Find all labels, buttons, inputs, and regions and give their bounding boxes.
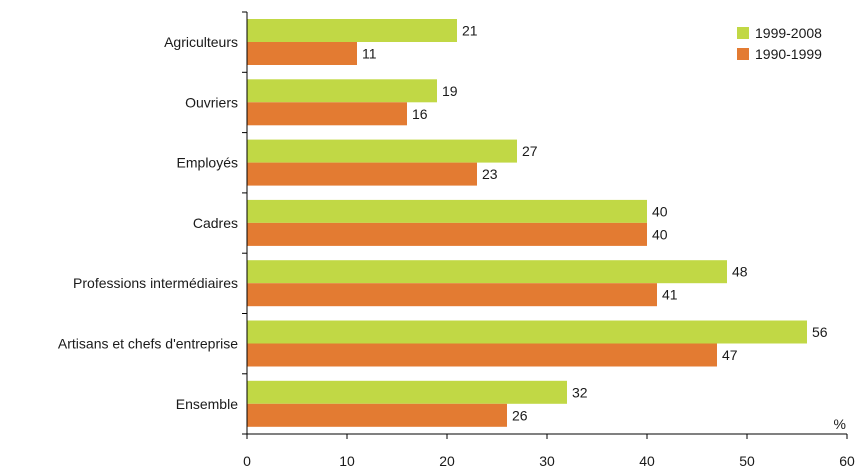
category-label-professions-intermediaires: Professions intermédiaires: [73, 275, 238, 291]
bar-professions-intermediaires-1990-1999: [247, 283, 657, 307]
data-label-agriculteurs-1990-1999: 11: [362, 46, 377, 62]
data-label-artisans-et-chefs-d-entreprise-1999-2008: 56: [812, 324, 828, 340]
bar-ensemble-1990-1999: [247, 403, 507, 427]
x-tick-label-10: 10: [339, 453, 355, 469]
bar-employes-1999-2008: [247, 139, 517, 163]
data-label-cadres-1999-2008: 40: [652, 203, 668, 219]
bar-ensemble-1999-2008: [247, 380, 567, 404]
bar-agriculteurs-1990-1999: [247, 42, 357, 65]
bar-cadres-1990-1999: [247, 222, 647, 246]
data-label-ensemble-1999-2008: 32: [572, 384, 588, 400]
legend-swatch-1990-1999: [737, 48, 749, 60]
x-tick-label-60: 60: [839, 453, 855, 469]
bar-agriculteurs-1999-2008: [247, 19, 457, 42]
x-tick-label-50: 50: [739, 453, 755, 469]
data-label-ouvriers-1999-2008: 19: [442, 83, 458, 99]
unit-label: %: [834, 416, 846, 432]
legend-swatch-1999-2008: [737, 27, 749, 39]
category-label-employes: Employés: [177, 155, 238, 171]
data-label-employes-1999-2008: 27: [522, 143, 538, 159]
bar-artisans-et-chefs-d-entreprise-1999-2008: [247, 320, 807, 344]
data-label-ensemble-1990-1999: 26: [512, 407, 528, 423]
bar-employes-1990-1999: [247, 162, 477, 186]
x-ticks-group: [246, 434, 848, 439]
data-labels-group: 21 11 19 16 27 23 40 40 48 41 56 47 32 26: [362, 23, 828, 424]
legend-label-1999-2008: 1999-2008: [755, 25, 822, 41]
category-label-ensemble: Ensemble: [176, 396, 238, 412]
category-labels-group: Agriculteurs Ouvriers Employés Cadres Profes…: [58, 34, 238, 412]
data-label-professions-intermediaires-1990-1999: 41: [662, 287, 678, 303]
bar-ouvriers-1990-1999: [247, 102, 407, 126]
bars-group: [247, 19, 807, 427]
y-ticks-group: [242, 11, 247, 435]
category-label-cadres: Cadres: [193, 215, 238, 231]
data-label-agriculteurs-1999-2008: 21: [462, 23, 478, 39]
category-label-ouvriers: Ouvriers: [185, 94, 238, 110]
data-label-ouvriers-1990-1999: 16: [412, 106, 428, 122]
data-label-professions-intermediaires-1999-2008: 48: [732, 264, 748, 280]
x-tick-label-30: 30: [539, 453, 555, 469]
bar-ouvriers-1999-2008: [247, 79, 437, 103]
category-label-artisans-et-chefs-d-entreprise: Artisans et chefs d'entreprise: [58, 336, 238, 352]
legend-label-1990-1999: 1990-1999: [755, 46, 822, 62]
x-tick-label-40: 40: [639, 453, 655, 469]
bar-cadres-1999-2008: [247, 199, 647, 223]
bar-professions-intermediaires-1999-2008: [247, 260, 727, 284]
data-label-employes-1990-1999: 23: [482, 166, 498, 182]
legend: 1999-2008 1990-1999: [737, 25, 822, 62]
x-tick-label-0: 0: [243, 453, 251, 469]
data-label-cadres-1990-1999: 40: [652, 226, 668, 242]
data-label-artisans-et-chefs-d-entreprise-1990-1999: 47: [722, 347, 738, 363]
category-label-agriculteurs: Agriculteurs: [164, 34, 238, 50]
bar-artisans-et-chefs-d-entreprise-1990-1999: [247, 343, 717, 367]
x-tick-label-20: 20: [439, 453, 455, 469]
x-tick-labels-group: 0 10 20 30 40 50 60: [243, 453, 855, 469]
